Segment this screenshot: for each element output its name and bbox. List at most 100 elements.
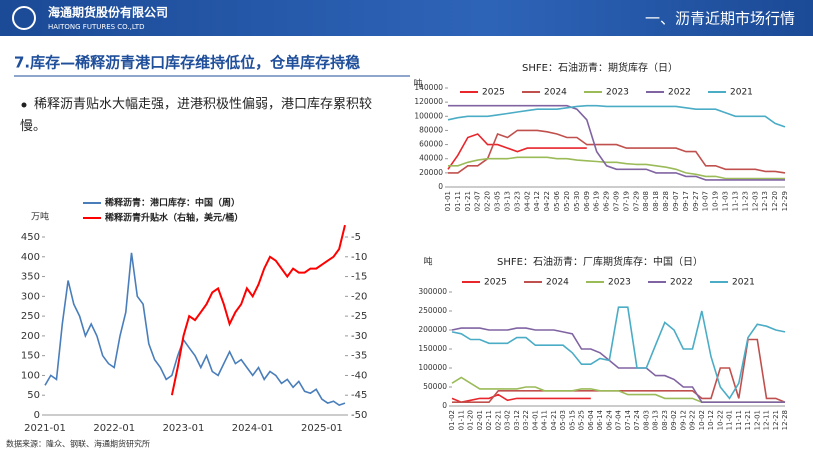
series-line (451, 306, 786, 400)
x-tick-label: 05-06 (553, 190, 561, 211)
y-tick-label: 400 (21, 252, 40, 263)
x-tick-label: 11-23 (741, 191, 749, 211)
x-tick-label: 10-12 (707, 410, 715, 430)
slide-title: 7.库存—稀释沥青港口库存维持低位，仓单库存持稳 (14, 54, 360, 72)
x-tick-label: 10-22 (716, 410, 724, 430)
x-tick-label: 05-15 (568, 410, 576, 430)
x-tick-label: 2023-01 (163, 423, 205, 434)
header-bar (0, 0, 813, 36)
x-tick-label: 10-02 (698, 410, 706, 430)
x-tick-label: 11-21 (744, 410, 752, 430)
x-tick-label: 12-11 (763, 410, 771, 430)
x-tick-label: 05-25 (578, 410, 586, 430)
y-tick-label: 0 (442, 401, 447, 410)
x-tick-label: 06-19 (593, 191, 601, 211)
y-tick-label: 300000 (418, 287, 447, 296)
x-tick-label: 2024-01 (232, 423, 274, 434)
x-tick-label: 08-13 (652, 410, 660, 430)
x-tick-label: 03-22 (522, 410, 530, 430)
series-line (448, 156, 785, 180)
source: 数据来源：隆众、钢联、海通期货研究所 (6, 439, 150, 449)
x-tick-label: 12-20 (771, 191, 779, 211)
x-tick-label: 07-04 (615, 409, 623, 430)
x-tick-label: 04-11 (541, 410, 549, 430)
y-tick-label: 120000 (414, 97, 443, 106)
x-tick-label: 12-29 (781, 191, 789, 211)
section-title: 一、沥青近期市场行情 (645, 10, 795, 28)
y-tick-label: 40000 (419, 154, 443, 163)
legend-label: 2025 (482, 88, 505, 98)
x-tick-label: 04-21 (550, 410, 558, 430)
y2-tick-label: -30 (351, 331, 367, 342)
legend-label: 2024 (544, 88, 567, 98)
y-tick-label: 0 (438, 182, 443, 191)
x-tick-label: 07-09 (613, 191, 621, 211)
y-tick-label: 250 (21, 311, 40, 322)
legend-label: 2025 (484, 278, 507, 288)
y2-tick-label: -50 (351, 410, 367, 421)
y-tick-label: 50000 (423, 382, 447, 391)
y-tick-label: 100000 (418, 363, 447, 372)
x-tick-label: 2022-01 (93, 423, 135, 434)
series-line (447, 104, 786, 128)
chart-title: SHFE：石油沥青：厂库期货库存：中国（日） (497, 255, 703, 268)
y2-tick-label: -25 (351, 311, 367, 322)
y-tick-label: 50 (27, 390, 40, 401)
x-tick-label: 02-07 (474, 191, 482, 211)
series-line (452, 338, 786, 403)
x-tick-label: 11-11 (735, 410, 743, 430)
legend-label: 2022 (668, 88, 691, 98)
y-axis-label: 吨 (413, 78, 422, 90)
y-tick-label: 80000 (419, 125, 443, 134)
x-tick-label: 10-07 (702, 191, 710, 211)
x-tick-label: 03-23 (513, 191, 521, 211)
x-tick-label: 09-17 (682, 191, 690, 211)
series-line (170, 224, 346, 396)
x-tick-label: 2025-01 (301, 423, 343, 434)
x-tick-label: 08-08 (642, 191, 650, 211)
series-line (448, 129, 786, 174)
x-tick-label: 05-20 (563, 191, 571, 211)
y-tick-label: 450 (21, 232, 40, 243)
y-tick-label: 300 (21, 291, 40, 302)
y-tick-label: 350 (21, 272, 40, 283)
x-tick-label: 09-22 (689, 410, 697, 430)
y-tick-label: 0 (34, 410, 40, 421)
x-tick-label: 11-13 (731, 191, 739, 211)
x-tick-label: 02-21 (494, 410, 502, 430)
x-tick-label: 01-21 (464, 191, 472, 211)
x-tick-label: 07-29 (632, 191, 640, 211)
legend-label: 稀释沥青：港口库存：中国（周） (105, 197, 240, 209)
y-tick-label: 20000 (419, 168, 443, 177)
y-tick-label: 100 (21, 370, 40, 381)
legend-label: 2023 (606, 88, 629, 98)
y-axis-label: 吨 (423, 256, 432, 268)
series-line (451, 327, 785, 403)
x-tick-label: 04-22 (543, 191, 551, 211)
legend-label: 2022 (670, 278, 693, 288)
x-tick-label: 11-01 (726, 410, 734, 430)
series-line (448, 104, 785, 181)
y-tick-label: 100000 (414, 111, 443, 120)
y-tick-label: 140000 (414, 83, 443, 92)
series-line (451, 393, 591, 404)
x-tick-label: 07-14 (624, 409, 632, 430)
x-tick-label: 12-03 (751, 191, 759, 211)
x-tick-label: 06-29 (603, 191, 611, 211)
x-tick-label: 04-02 (523, 191, 531, 211)
x-tick-label: 06-09 (583, 191, 591, 211)
x-tick-label: 2021-01 (24, 423, 66, 434)
company-en: HAITONG FUTURES CO.,LTD (48, 23, 144, 31)
x-tick-label: 01-02 (448, 410, 456, 430)
legend-label: 稀释沥青升贴水（右轴，美元/桶） (105, 212, 243, 224)
y2-tick-label: -20 (351, 291, 367, 302)
x-tick-label: 09-12 (679, 410, 687, 430)
bullet-text: 稀释沥青贴水大幅走强，进港积极性偏弱，港口库存累积较慢。 (20, 94, 380, 138)
x-tick-label: 07-19 (622, 191, 630, 211)
x-tick-label: 10-19 (712, 191, 720, 211)
y2-tick-label: -45 (351, 390, 367, 401)
x-tick-label: 02-11 (485, 410, 493, 430)
y2-tick-label: -15 (351, 272, 367, 283)
x-tick-label: 05-03 (559, 410, 567, 430)
